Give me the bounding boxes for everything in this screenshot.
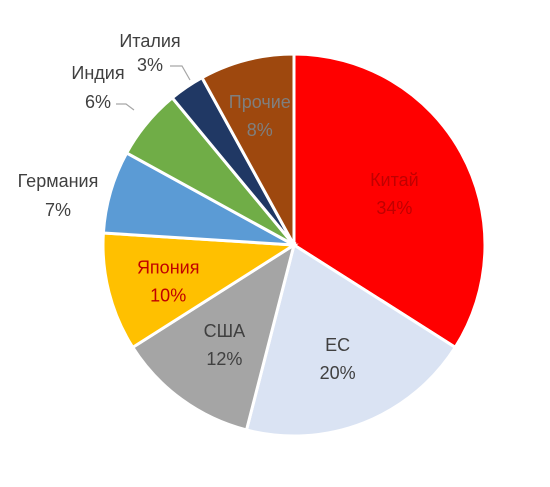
slice-label-percent: 20%	[320, 363, 356, 383]
slice-label-percent: 6%	[85, 92, 111, 112]
slice-label-name: Индия	[71, 63, 124, 83]
slice-label-name: Германия	[18, 171, 99, 191]
slice-label-name: Китай	[370, 170, 419, 190]
pie-slice-2	[130, 241, 297, 432]
slice-label-percent: 12%	[206, 349, 242, 369]
leader-line	[116, 103, 135, 111]
slice-label-name: Япония	[137, 257, 200, 277]
leader-lines	[116, 65, 191, 111]
pie-slice-1	[244, 242, 458, 438]
slice-label-name: Прочие	[229, 92, 291, 112]
slice-label-percent: 34%	[376, 198, 412, 218]
slice-label-percent: 10%	[150, 285, 186, 305]
slice-label-percent: 3%	[137, 55, 163, 75]
pie-slice-7	[199, 52, 296, 246]
pie-slices	[101, 52, 487, 438]
slice-label-name: ЕС	[325, 335, 350, 355]
slice-label-name: Италия	[119, 31, 180, 51]
slice-label-name: США	[204, 321, 246, 341]
data-labels: Китай 34% ЕС 20% США 12% Япония 10% Германия 7% Ин…	[18, 31, 419, 383]
slice-label-percent: 8%	[247, 120, 273, 140]
slice-label-percent: 7%	[45, 200, 71, 220]
pie-slice-3	[101, 231, 299, 350]
leader-line	[170, 65, 191, 81]
